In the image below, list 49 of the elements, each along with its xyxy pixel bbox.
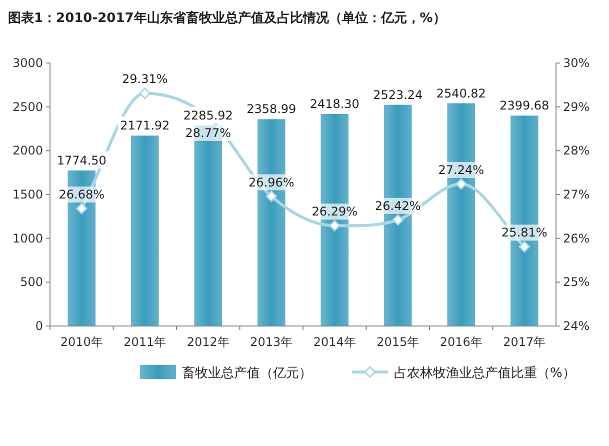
point: [518, 240, 530, 252]
x-tick-label: 2012年: [186, 335, 230, 349]
x-tick-label: 2011年: [124, 335, 166, 349]
data-label: 27.24%: [438, 162, 484, 177]
chart-title: 图表1：2010-2017年山东省畜牧业总产值及占比情况（单位：亿元，%）: [8, 10, 446, 26]
data-label: 2171.92: [120, 118, 170, 133]
y-tick-label: 2500: [12, 100, 43, 114]
data-label: 2540.82: [436, 86, 486, 100]
data-label: 2418.30: [310, 96, 360, 111]
data-label: 26.68%: [58, 188, 105, 202]
bar: [130, 136, 159, 326]
data-label: 26.29%: [312, 204, 358, 219]
data-label: 2358.99: [246, 102, 296, 116]
x-tick-label: 2015年: [376, 335, 420, 349]
data-label: 26.96%: [248, 175, 294, 190]
data-label: 28.77%: [185, 126, 232, 140]
point: [392, 214, 404, 226]
y-tick-label: 1000: [12, 231, 43, 246]
x-tick-label: 2017年: [503, 335, 546, 349]
point: [76, 202, 88, 214]
data-label: 29.31%: [122, 72, 168, 86]
x-tick-label: 2010年: [60, 335, 103, 349]
y2-tick-label: 24%: [563, 319, 590, 333]
y2-tick-label: 25%: [563, 275, 590, 290]
point: [139, 87, 151, 99]
data-label: 1774.50: [56, 153, 106, 168]
point: [455, 178, 467, 190]
data-label: 25.81%: [501, 226, 548, 240]
y2-tick-label: 26%: [563, 231, 590, 246]
point: [328, 220, 340, 232]
y-tick-label: 0: [35, 319, 43, 333]
point: [266, 190, 278, 202]
y2-tick-label: 29%: [563, 100, 590, 114]
x-tick-label: 2013年: [250, 335, 293, 349]
x-tick-label: 2016年: [440, 335, 482, 349]
y-tick-label: 3000: [12, 56, 43, 70]
y-tick-label: 2000: [12, 144, 43, 158]
data-label: 2285.92: [183, 108, 233, 123]
legend-label: 畜牧业总产值（亿元）: [182, 365, 312, 381]
y2-tick-label: 27%: [563, 188, 590, 202]
y-tick-label: 500: [20, 275, 43, 290]
y2-tick-label: 28%: [563, 144, 590, 158]
data-label: 2399.68: [500, 98, 550, 113]
y2-tick-label: 30%: [563, 56, 590, 70]
data-label: 2523.24: [373, 88, 423, 102]
y-tick-label: 1500: [12, 188, 43, 202]
legend-label: 占农林牧渔业总产值比重（%）: [394, 366, 576, 381]
x-tick-label: 2014年: [313, 335, 356, 349]
data-label: 26.42%: [374, 198, 421, 213]
